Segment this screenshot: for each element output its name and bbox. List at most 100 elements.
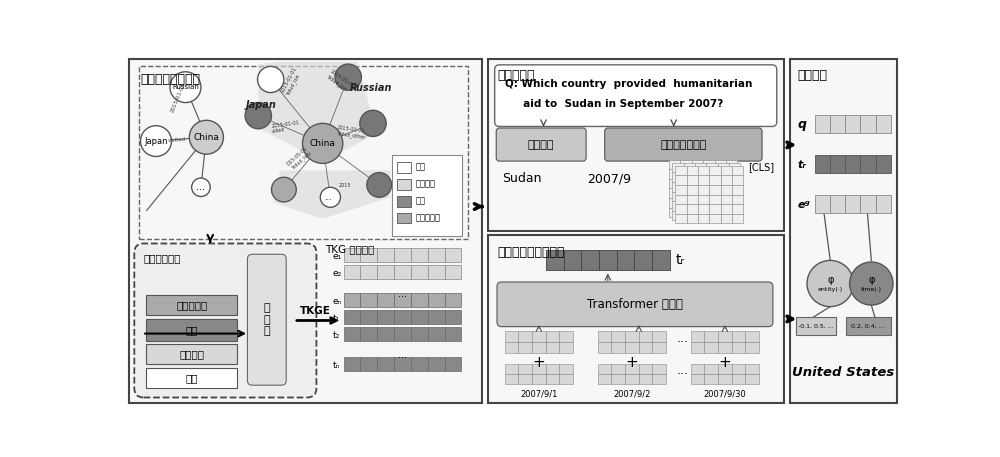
Bar [672,163,684,172]
Bar [687,204,698,214]
Bar [709,175,721,185]
Bar [488,235,784,403]
Text: ...: ... [677,364,689,377]
Bar [445,327,461,340]
Text: +: + [532,355,545,370]
Bar [445,356,461,371]
Bar [411,265,428,279]
Bar [445,265,461,279]
Bar [718,191,729,201]
Bar [726,188,737,198]
Bar [377,248,394,262]
Bar [611,374,625,383]
Bar [718,172,729,182]
Bar [428,356,445,371]
Bar [672,201,684,211]
Bar [729,182,740,191]
Text: Russian: Russian [350,83,392,93]
Bar [546,331,559,342]
Bar [505,342,518,353]
Bar [652,342,666,353]
FancyBboxPatch shape [497,282,773,327]
Bar [721,175,732,185]
Bar [715,169,726,179]
Circle shape [360,110,386,137]
Bar [360,293,377,307]
Bar [732,364,745,374]
Bar [634,250,652,271]
Bar [732,374,745,383]
Bar [729,172,740,182]
FancyBboxPatch shape [496,128,586,161]
Text: D15-05-01
Yidud_loly: D15-05-01 Yidud_loly [286,145,313,171]
Bar [411,327,428,340]
Bar [687,185,698,195]
Text: t₂: t₂ [333,330,340,340]
Text: 序数: 序数 [416,197,426,206]
Bar [732,195,743,204]
Bar [706,163,718,172]
Bar [726,169,737,179]
Bar [846,317,891,335]
Circle shape [367,173,392,197]
Bar [726,159,737,169]
Bar [505,364,518,374]
Text: China: China [310,139,336,148]
Text: 时序知识图谱学习: 时序知识图谱学习 [140,73,200,85]
Text: 相对顺序: 相对顺序 [179,349,204,359]
Text: tᵣ: tᵣ [798,160,807,170]
Text: Transformer 编码层: Transformer 编码层 [587,298,683,311]
Bar [139,66,468,239]
Text: Japan: Japan [144,137,168,146]
Bar [732,342,745,353]
Bar [505,331,518,342]
Bar [672,211,684,220]
Bar [830,155,845,173]
Circle shape [320,187,340,207]
Bar [639,364,652,374]
Bar [397,213,411,223]
Bar [726,207,737,218]
Bar [394,327,411,340]
Bar [815,115,830,133]
Bar [732,204,743,214]
Bar [581,250,599,271]
Circle shape [850,262,893,305]
Text: e₁: e₁ [333,252,342,261]
Bar [732,185,743,195]
Bar [745,364,759,374]
Text: 2015-01-01
Yidud_loe: 2015-01-01 Yidud_loe [325,69,355,94]
Bar [704,331,718,342]
Circle shape [140,126,172,156]
Bar [669,179,680,188]
Bar [830,115,845,133]
Bar [692,159,703,169]
Text: 相对顺序: 相对顺序 [416,180,436,189]
Text: 2015-01-01: 2015-01-01 [170,82,187,114]
Bar [445,248,461,262]
Bar [715,159,726,169]
Bar [732,331,745,342]
Bar [680,159,692,169]
Bar [611,364,625,374]
Bar [428,248,445,262]
Bar [546,342,559,353]
Bar [718,163,729,172]
Bar [709,214,721,223]
Bar [559,374,573,383]
Bar [394,310,411,324]
Bar [684,191,695,201]
Bar [692,207,703,218]
Bar [675,166,687,175]
Bar [729,163,740,172]
Bar [518,374,532,383]
Bar [669,207,680,218]
Circle shape [271,177,296,202]
Text: 2007/9/1: 2007/9/1 [520,389,558,398]
Bar [675,195,687,204]
Bar [721,185,732,195]
Bar [698,166,709,175]
Bar [428,310,445,324]
Bar [876,115,891,133]
Bar [546,250,564,271]
